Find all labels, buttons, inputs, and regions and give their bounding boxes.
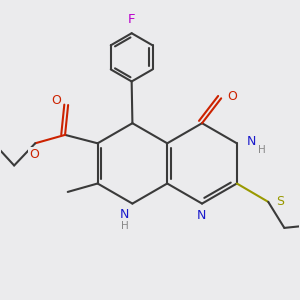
Text: S: S: [276, 195, 284, 208]
Text: O: O: [29, 148, 39, 161]
Text: F: F: [128, 13, 135, 26]
Text: N: N: [247, 135, 256, 148]
Text: N: N: [196, 209, 206, 222]
Text: H: H: [121, 221, 129, 231]
Text: N: N: [120, 208, 129, 221]
Text: O: O: [52, 94, 61, 107]
Text: O: O: [228, 90, 238, 103]
Text: H: H: [258, 145, 266, 155]
